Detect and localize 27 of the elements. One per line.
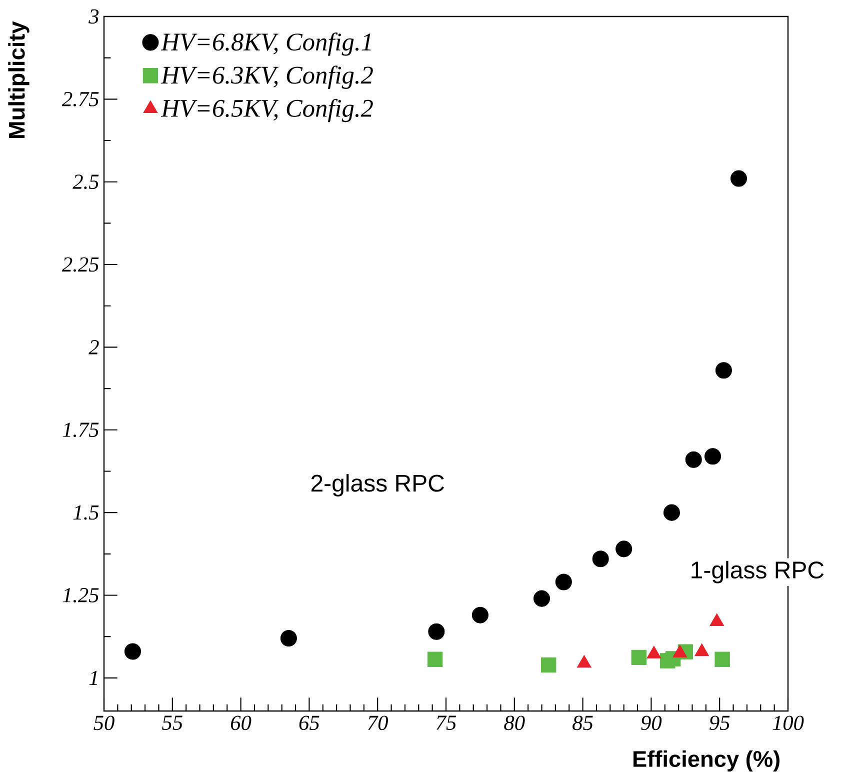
y-tick-label: 1.25 xyxy=(62,588,99,602)
x-tick-label: 75 xyxy=(436,716,456,730)
x-tick-label: 50 xyxy=(94,716,114,730)
y-tick-label: 1.5 xyxy=(73,505,99,520)
x-tick-label: 95 xyxy=(710,716,730,730)
x-axis-title: Efficiency (%) xyxy=(634,750,780,772)
x-tick-label: 90 xyxy=(641,716,662,730)
y-tick-label: 2.5 xyxy=(72,174,99,190)
x-tick-label: 85 xyxy=(572,716,593,730)
y-axis-title: Multiplicity xyxy=(8,21,30,138)
y-tick-label: 1 xyxy=(89,670,97,685)
x-tick-label: 60 xyxy=(230,716,252,730)
y-tick-label: 3 xyxy=(88,9,99,24)
y-tick-label: 2.25 xyxy=(62,257,99,272)
x-tick-label: 70 xyxy=(368,716,388,730)
y-tick-label: 1.75 xyxy=(62,422,99,438)
legend-label: HV=6.3KV, Config.2 xyxy=(160,66,373,89)
annotation: 1-glass RPC xyxy=(692,560,824,584)
x-tick-label: 80 xyxy=(504,716,525,730)
annotation: 2-glass RPC xyxy=(311,474,444,496)
legend-label: HV=6.5KV, Config.2 xyxy=(160,98,373,122)
y-tick-label: 2 xyxy=(88,340,99,354)
x-tick-label: 100 xyxy=(772,716,804,730)
y-tick-label: 2.75 xyxy=(62,92,99,106)
legend-label: HV=6.8KV, Config.1 xyxy=(160,32,371,56)
x-tick-label: 65 xyxy=(299,716,320,730)
x-tick-label: 55 xyxy=(162,716,182,730)
